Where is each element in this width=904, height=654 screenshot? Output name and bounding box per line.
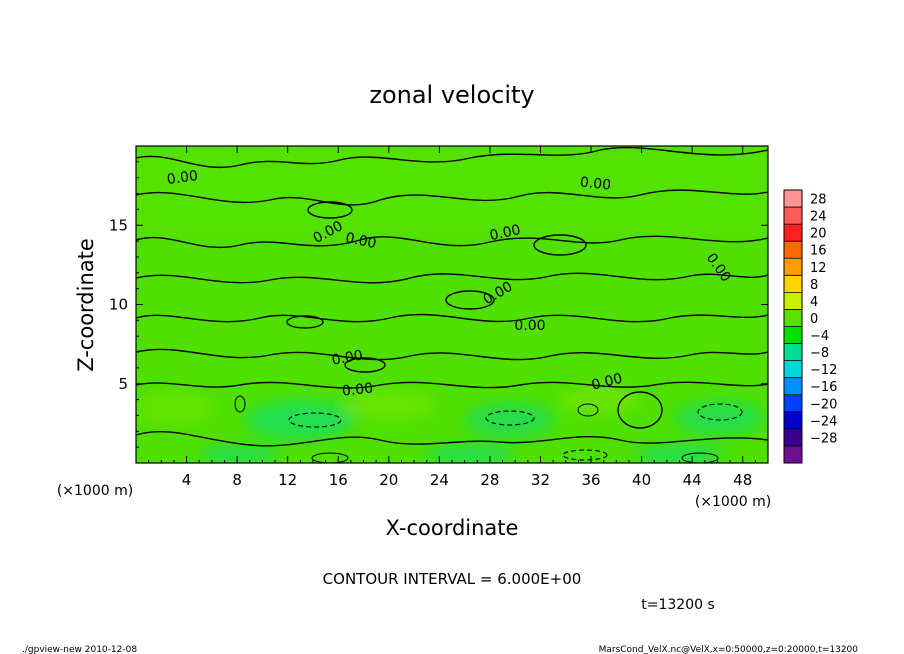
plot-area: 0.000.000.00 0.000.000.000.000.000.000.00… [136,146,768,463]
y-axis: 5 10 15 [109,161,768,448]
y-tick-label: 10 [109,296,128,314]
footer-left: ./gpview-new 2010-12-08 [22,645,137,654]
time-text: t=13200 s [641,597,715,613]
contour-label: 0.00 [579,174,612,193]
colorbar-label: −12 [810,363,837,378]
x-tick-label: 40 [632,471,651,489]
y-tick-label: 15 [109,216,128,234]
colorbar-swatch [784,326,802,344]
x-axis-label: X-coordinate [386,516,519,540]
colorbar-label: 20 [810,227,827,242]
colorbar-swatch [784,241,802,259]
x-tick-label: 32 [531,471,550,489]
x-unit-left: (×1000 m) [57,483,133,499]
colorbar-label: −4 [810,329,829,344]
colorbar-swatch [784,224,802,242]
colorbar-label: 16 [810,244,827,259]
x-tick-label: 12 [278,471,297,489]
colorbar-swatch [784,377,802,395]
colorbar-label: 4 [810,295,818,310]
x-tick-label: 44 [683,471,702,489]
colorbar-label: −8 [810,346,829,361]
colorbar-swatch [784,360,802,378]
x-tick-label: 24 [430,471,449,489]
colorbar-label: −28 [810,431,837,446]
contour-label: 0.00 [331,347,364,368]
y-tick-label: 5 [118,375,128,393]
x-unit-right: (×1000 m) [695,494,771,510]
positive-contours [234,395,719,463]
contour-label: 0.00 [166,168,199,188]
colorbar-label: 0 [810,312,818,327]
x-tick-label: 28 [480,471,499,489]
colorbar-label: 24 [810,210,827,225]
y-axis-label: Z-coordinate [74,238,98,372]
colorbar-swatch [784,394,802,412]
colorbar-label: 28 [810,193,827,208]
contour-label: 0.00 [344,230,378,252]
colorbar: 28 24 20 16 12 8 4 0 −4 −8 −12 −16 −20 −24 −28 [783,189,837,464]
x-axis: 4 8 12 16 20 24 28 32 36 40 44 48 [148,146,756,489]
colorbar-label: −16 [810,380,837,395]
colorbar-swatch [784,309,802,327]
contour-label: 0.00 [590,371,624,394]
colorbar-swatch [784,292,802,310]
colorbar-swatch [784,428,802,446]
colorbar-swatch [784,445,802,463]
x-tick-label: 4 [182,471,192,489]
colorbar-label: 8 [810,278,818,293]
x-tick-label: 16 [329,471,348,489]
x-tick-label: 48 [733,471,752,489]
colorbar-label: −24 [810,414,837,429]
colorbar-swatch [784,275,802,293]
contour-interval-text: CONTOUR INTERVAL = 6.000E+00 [323,570,582,588]
zero-contours [136,146,768,447]
footer-right: MarsCond_VelX.nc@VelX,x=0:50000,z=0:2000… [599,645,859,654]
contour-label: 0.00 [341,380,374,399]
contour-label: 0.00 [488,222,522,244]
chart-title: zonal velocity [369,81,534,109]
x-tick-label: 20 [379,471,398,489]
colorbar-swatch [784,258,802,276]
colorbar-swatch [784,411,802,429]
contour-labels: 0.000.000.00 0.000.000.000.000.000.000.00… [166,168,734,400]
colorbar-swatch [784,207,802,225]
negative-contours [288,403,743,461]
x-tick-label: 36 [581,471,600,489]
x-tick-label: 8 [232,471,242,489]
colorbar-label: −20 [810,397,837,412]
colorbar-swatch [784,190,802,208]
contour-label: 0.00 [514,318,545,334]
colorbar-swatch [784,343,802,361]
colorbar-label: 12 [810,261,827,276]
